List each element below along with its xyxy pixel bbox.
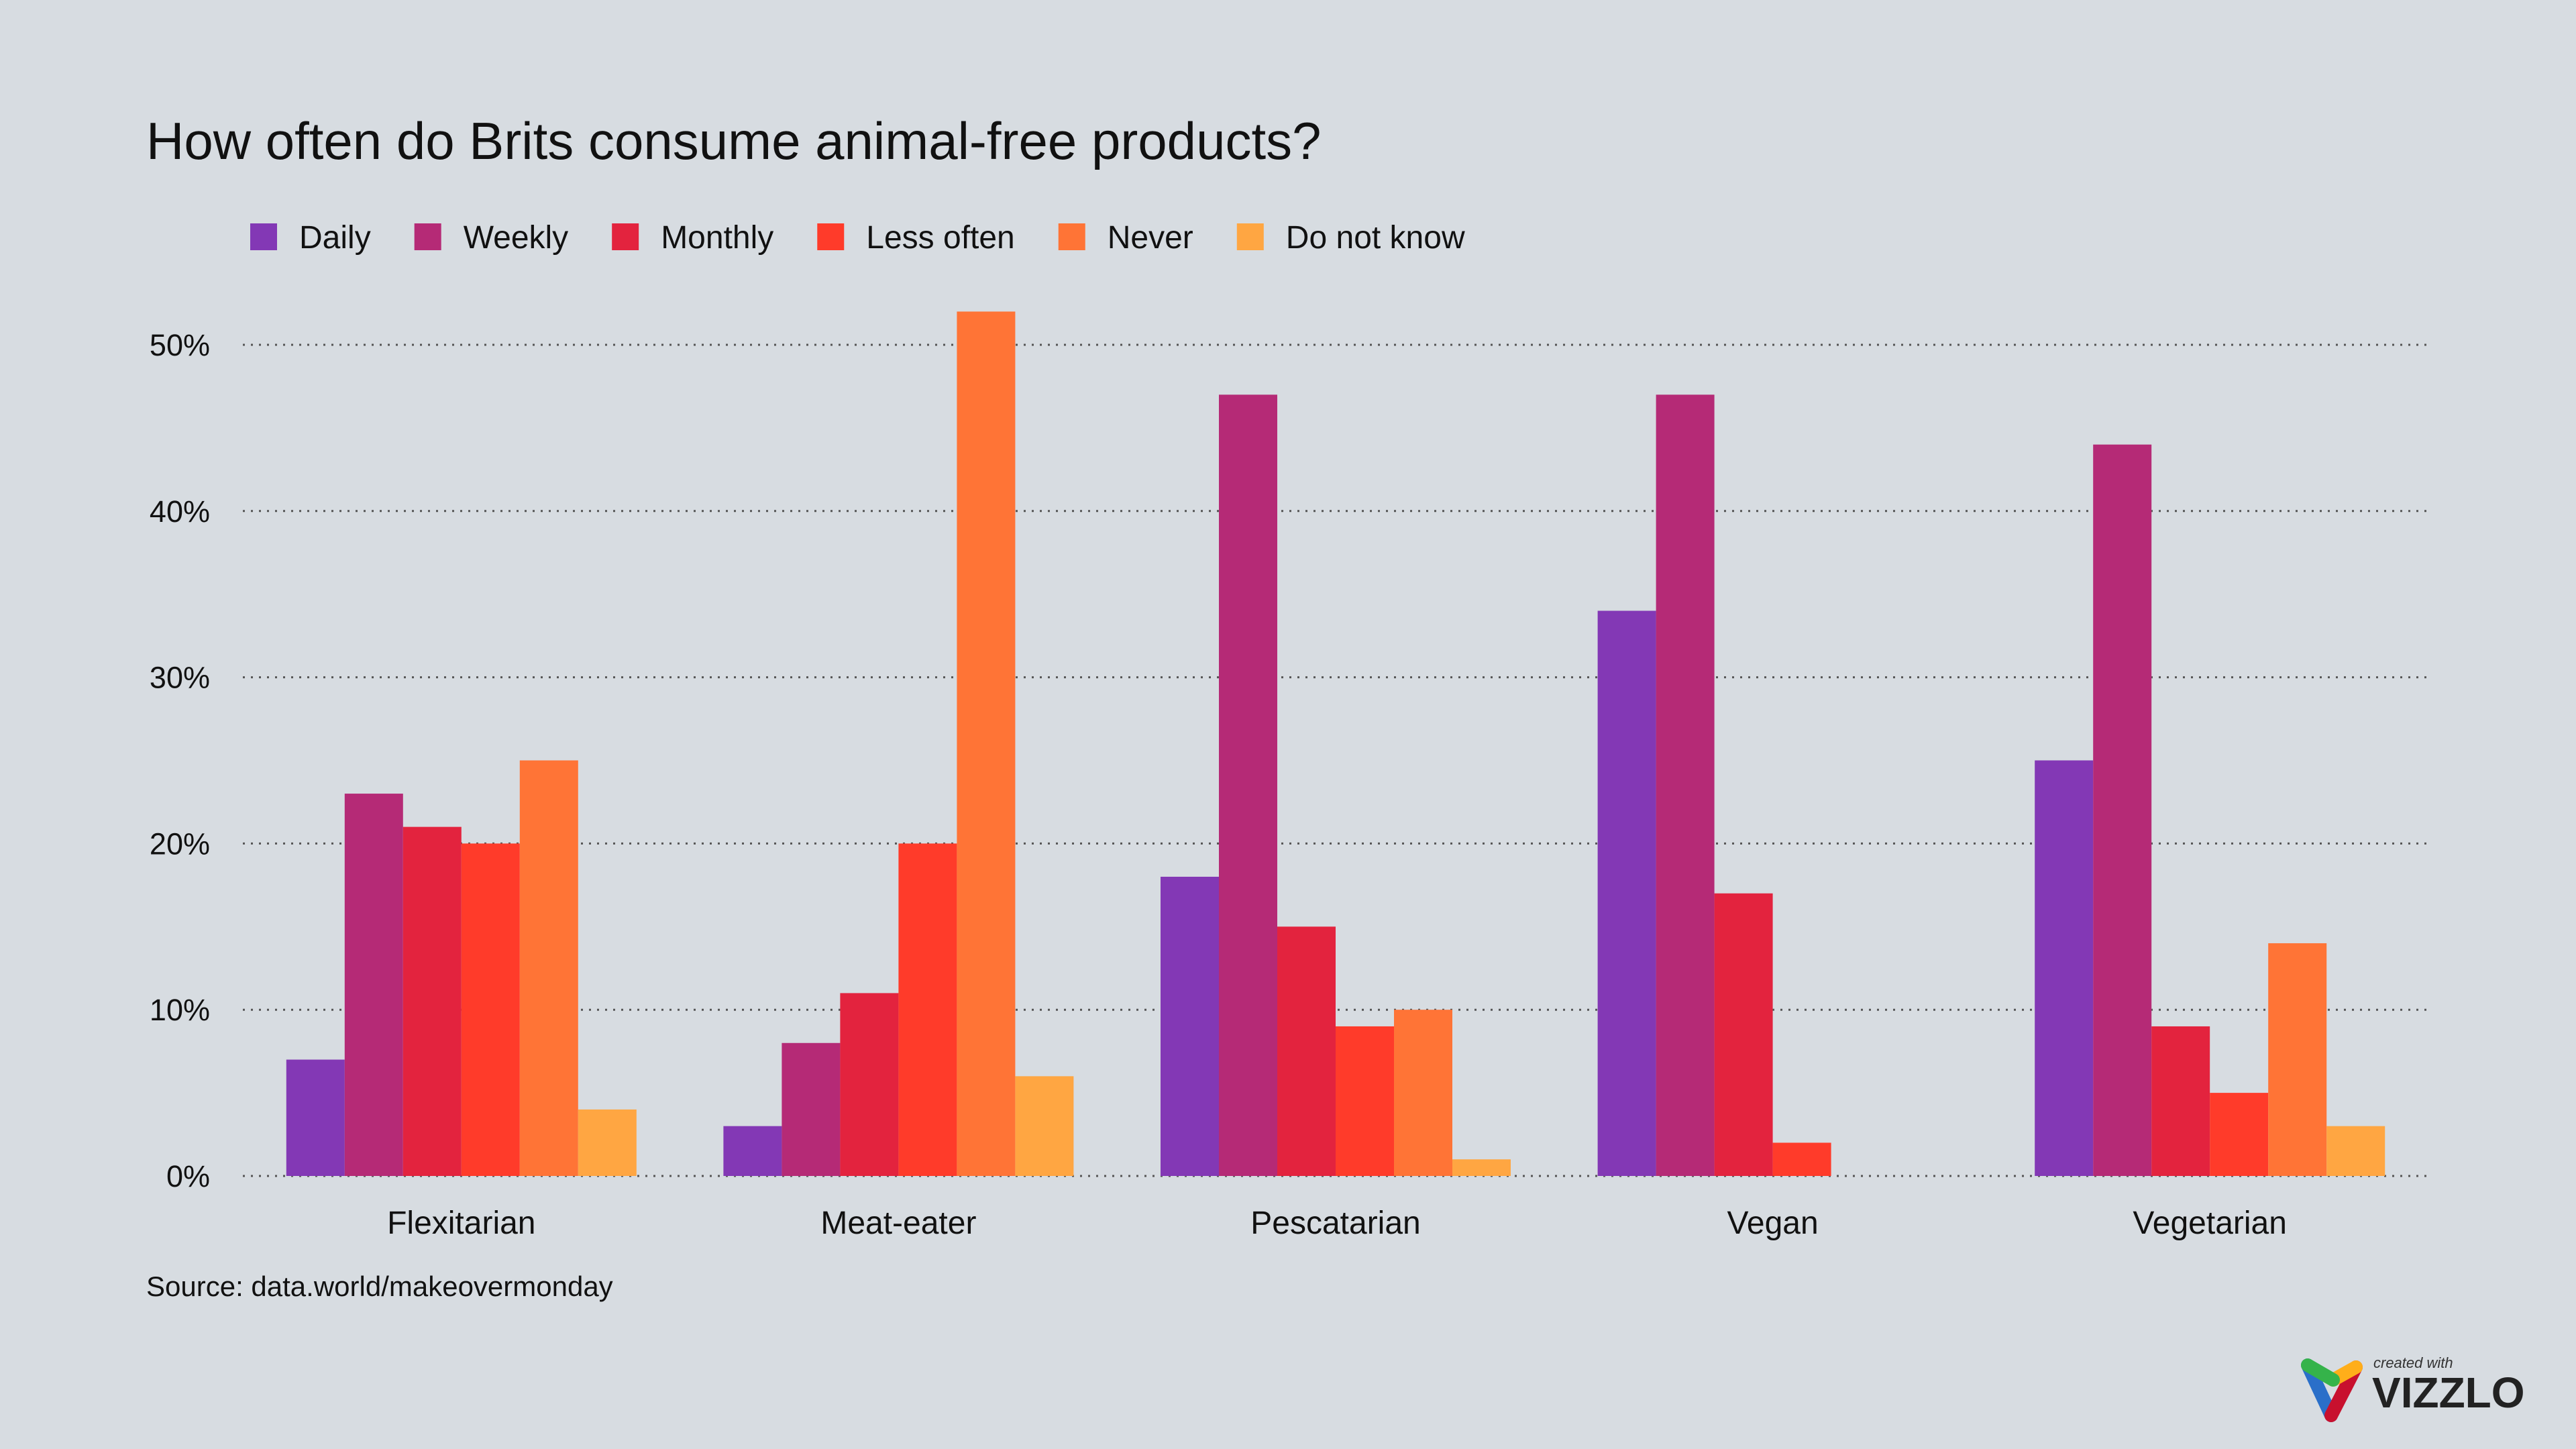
category-labels: Flexitarian Meat-eater Pescatarian Vegan Veg…	[387, 1205, 2287, 1241]
bar-do-not-know	[1015, 1076, 1074, 1176]
legend-swatch	[414, 223, 441, 250]
legend-swatch	[817, 223, 845, 250]
vizzlo-wordmark: VIZZLO	[2372, 1368, 2525, 1417]
bar-daily	[1597, 610, 1656, 1176]
legend-label: Weekly	[464, 220, 569, 256]
legend-label: Daily	[299, 220, 371, 256]
y-tick-label: 40%	[150, 494, 210, 529]
y-tick-label: 20%	[150, 826, 210, 861]
bar-weekly	[344, 794, 403, 1176]
x-category-label: Vegetarian	[2133, 1205, 2287, 1241]
bar-never	[957, 311, 1016, 1177]
vizzlo-created-with: created with	[2373, 1354, 2453, 1371]
y-tick-label: 0%	[166, 1159, 210, 1193]
legend: Daily Weekly Monthly Less often Never Do not …	[250, 220, 1465, 256]
x-category-label: Pescatarian	[1250, 1205, 1420, 1241]
bar-never	[1394, 1010, 1452, 1176]
legend-swatch	[612, 223, 639, 250]
bar-monthly	[840, 993, 899, 1176]
source-note: Source: data.world/makeovermonday	[146, 1271, 613, 1302]
bar-weekly	[1219, 394, 1277, 1176]
y-tick-label: 50%	[150, 328, 210, 362]
y-tick-label: 10%	[150, 993, 210, 1027]
vizzlo-logo-icon	[2301, 1358, 2363, 1422]
bar-do-not-know	[1452, 1159, 1511, 1176]
bar-less-often	[461, 843, 520, 1176]
bar-less-often	[898, 843, 957, 1176]
legend-swatch	[1236, 223, 1264, 250]
bar-weekly	[2093, 444, 2152, 1177]
bar-never	[2268, 943, 2327, 1176]
bar-do-not-know	[2326, 1126, 2385, 1176]
bars	[286, 311, 2385, 1177]
legend-label: Less often	[866, 220, 1014, 256]
legend-label: Monthly	[661, 220, 773, 256]
bar-monthly	[1714, 893, 1773, 1176]
bar-less-often	[1336, 1026, 1394, 1176]
chart-title: How often do Brits consume animal-free p…	[146, 111, 1322, 170]
bar-weekly	[1656, 394, 1715, 1176]
x-category-label: Flexitarian	[387, 1205, 535, 1241]
y-tick-label: 30%	[150, 661, 210, 695]
legend-swatch	[1058, 223, 1085, 250]
legend-label: Do not know	[1286, 220, 1465, 256]
legend-label: Never	[1108, 220, 1193, 256]
bar-less-often	[1772, 1142, 1831, 1176]
x-category-label: Vegan	[1727, 1205, 1819, 1241]
bar-weekly	[782, 1042, 841, 1176]
bar-monthly	[402, 826, 462, 1176]
bar-do-not-know	[578, 1109, 637, 1176]
bar-daily	[1161, 876, 1219, 1176]
bar-daily	[286, 1059, 345, 1176]
bar-never	[519, 760, 578, 1176]
x-category-label: Meat-eater	[820, 1205, 976, 1241]
legend-swatch	[250, 223, 277, 250]
bar-daily	[723, 1126, 782, 1176]
vizzlo-logo: created with VIZZLO	[2301, 1354, 2525, 1422]
bar-less-often	[2210, 1093, 2269, 1176]
bar-monthly	[2151, 1026, 2210, 1176]
bar-daily	[2035, 760, 2094, 1176]
bar-monthly	[1277, 926, 1336, 1176]
